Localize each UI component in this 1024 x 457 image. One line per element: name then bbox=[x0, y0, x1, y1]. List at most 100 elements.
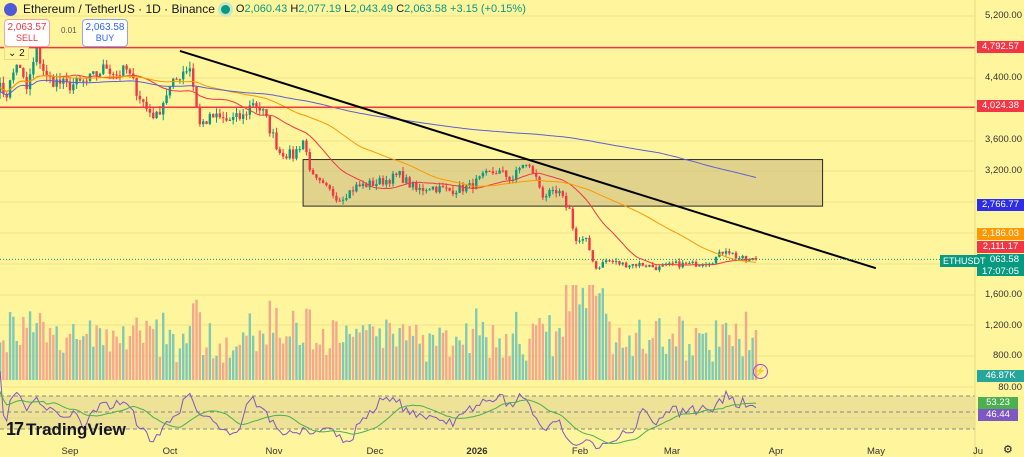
candle bbox=[281, 152, 285, 157]
volume-bar bbox=[684, 360, 688, 380]
candle bbox=[741, 255, 744, 259]
volume-bar bbox=[574, 285, 578, 380]
volume-bar bbox=[711, 361, 714, 380]
time-tick: Nov bbox=[265, 446, 283, 457]
candle bbox=[135, 77, 138, 96]
volume-bar bbox=[308, 309, 311, 380]
candle bbox=[18, 64, 22, 69]
hline-label-1: 4,792.57 bbox=[977, 41, 1024, 53]
volume-bar bbox=[418, 343, 421, 380]
candle bbox=[448, 187, 451, 191]
candle bbox=[661, 265, 664, 267]
candle bbox=[451, 190, 455, 195]
volume-bar bbox=[614, 342, 618, 380]
candle bbox=[148, 108, 152, 113]
lightning-icon[interactable]: ⚡ bbox=[753, 364, 768, 379]
candle bbox=[465, 185, 468, 192]
candle bbox=[518, 168, 521, 171]
candle bbox=[155, 111, 158, 119]
candle bbox=[118, 75, 122, 77]
candle bbox=[122, 65, 125, 76]
candle bbox=[411, 182, 415, 188]
volume-bar bbox=[128, 335, 132, 380]
volume-bar bbox=[2, 340, 5, 380]
volume-bar bbox=[674, 346, 678, 380]
volume-bar bbox=[518, 343, 521, 380]
candle bbox=[381, 178, 385, 185]
candle bbox=[108, 68, 112, 74]
volume-bar bbox=[75, 339, 78, 380]
buy-button[interactable]: 2,063.58 BUY bbox=[82, 19, 128, 47]
volume-bar bbox=[441, 332, 445, 380]
candle bbox=[461, 184, 465, 192]
volume-bar bbox=[385, 319, 388, 380]
sell-button[interactable]: 2,063.57 SELL bbox=[4, 19, 50, 47]
volume-bar bbox=[525, 360, 528, 380]
volume-bar bbox=[288, 336, 291, 380]
candle bbox=[182, 71, 185, 80]
volume-bar bbox=[608, 321, 611, 380]
candle bbox=[644, 265, 648, 267]
volume-bar bbox=[495, 347, 498, 380]
volume-bar bbox=[172, 334, 175, 380]
candle bbox=[584, 237, 588, 240]
volume-bar bbox=[268, 300, 271, 380]
volume-bar bbox=[301, 342, 305, 380]
volume-bar bbox=[544, 331, 548, 380]
volume-bar bbox=[135, 317, 138, 380]
candle bbox=[318, 177, 321, 181]
candle bbox=[428, 189, 431, 191]
candle bbox=[28, 74, 32, 90]
volume-bar bbox=[594, 295, 598, 380]
rsi-label: 46.44 bbox=[978, 409, 1018, 421]
volume-bar bbox=[155, 319, 158, 380]
volume-bar bbox=[631, 356, 634, 380]
volume-bar bbox=[25, 327, 28, 380]
volume-bar bbox=[285, 336, 288, 380]
ma-orange-line bbox=[0, 75, 757, 263]
volume-bar bbox=[611, 354, 614, 380]
volume-bar bbox=[381, 347, 385, 380]
volume-bar bbox=[65, 337, 68, 380]
candle bbox=[98, 73, 102, 76]
candle bbox=[192, 68, 195, 87]
hline-label-2: 4,024.38 bbox=[977, 100, 1024, 112]
trendline bbox=[179, 49, 877, 270]
candle bbox=[12, 72, 15, 81]
volume-bar bbox=[584, 308, 588, 380]
volume-bar bbox=[361, 325, 365, 380]
candle bbox=[478, 176, 481, 179]
volume-bar bbox=[328, 348, 331, 380]
candle bbox=[25, 77, 28, 90]
candle bbox=[498, 170, 501, 174]
candle bbox=[491, 171, 495, 174]
candle bbox=[668, 262, 671, 264]
volume-bar bbox=[401, 324, 405, 380]
candle bbox=[358, 184, 361, 187]
volume-bar bbox=[12, 316, 15, 380]
volume-bar bbox=[531, 323, 535, 380]
candle bbox=[548, 190, 551, 197]
candle bbox=[245, 114, 248, 116]
volume-bar bbox=[521, 354, 525, 380]
volume-bar bbox=[644, 353, 648, 380]
symbol-title[interactable]: Ethereum / TetherUS · 1D · Binance bbox=[23, 2, 215, 16]
volume-bar bbox=[578, 304, 581, 380]
candle bbox=[395, 173, 398, 176]
indicators-collapse-button[interactable]: ⌄ 2 bbox=[4, 47, 29, 60]
volume-bar bbox=[231, 350, 235, 380]
candle bbox=[734, 252, 738, 259]
volume-bar bbox=[115, 336, 118, 380]
volume-bar bbox=[108, 351, 112, 380]
volume-bar bbox=[315, 342, 318, 380]
candle bbox=[162, 102, 165, 115]
volume-bar bbox=[658, 318, 661, 380]
volume-bar bbox=[491, 325, 495, 380]
candle bbox=[278, 149, 281, 153]
volume-bar bbox=[275, 307, 278, 380]
candle bbox=[485, 170, 488, 173]
candle bbox=[591, 250, 595, 262]
volume-bar bbox=[235, 346, 238, 380]
settings-gear-icon[interactable]: ⚙ bbox=[1003, 444, 1013, 456]
